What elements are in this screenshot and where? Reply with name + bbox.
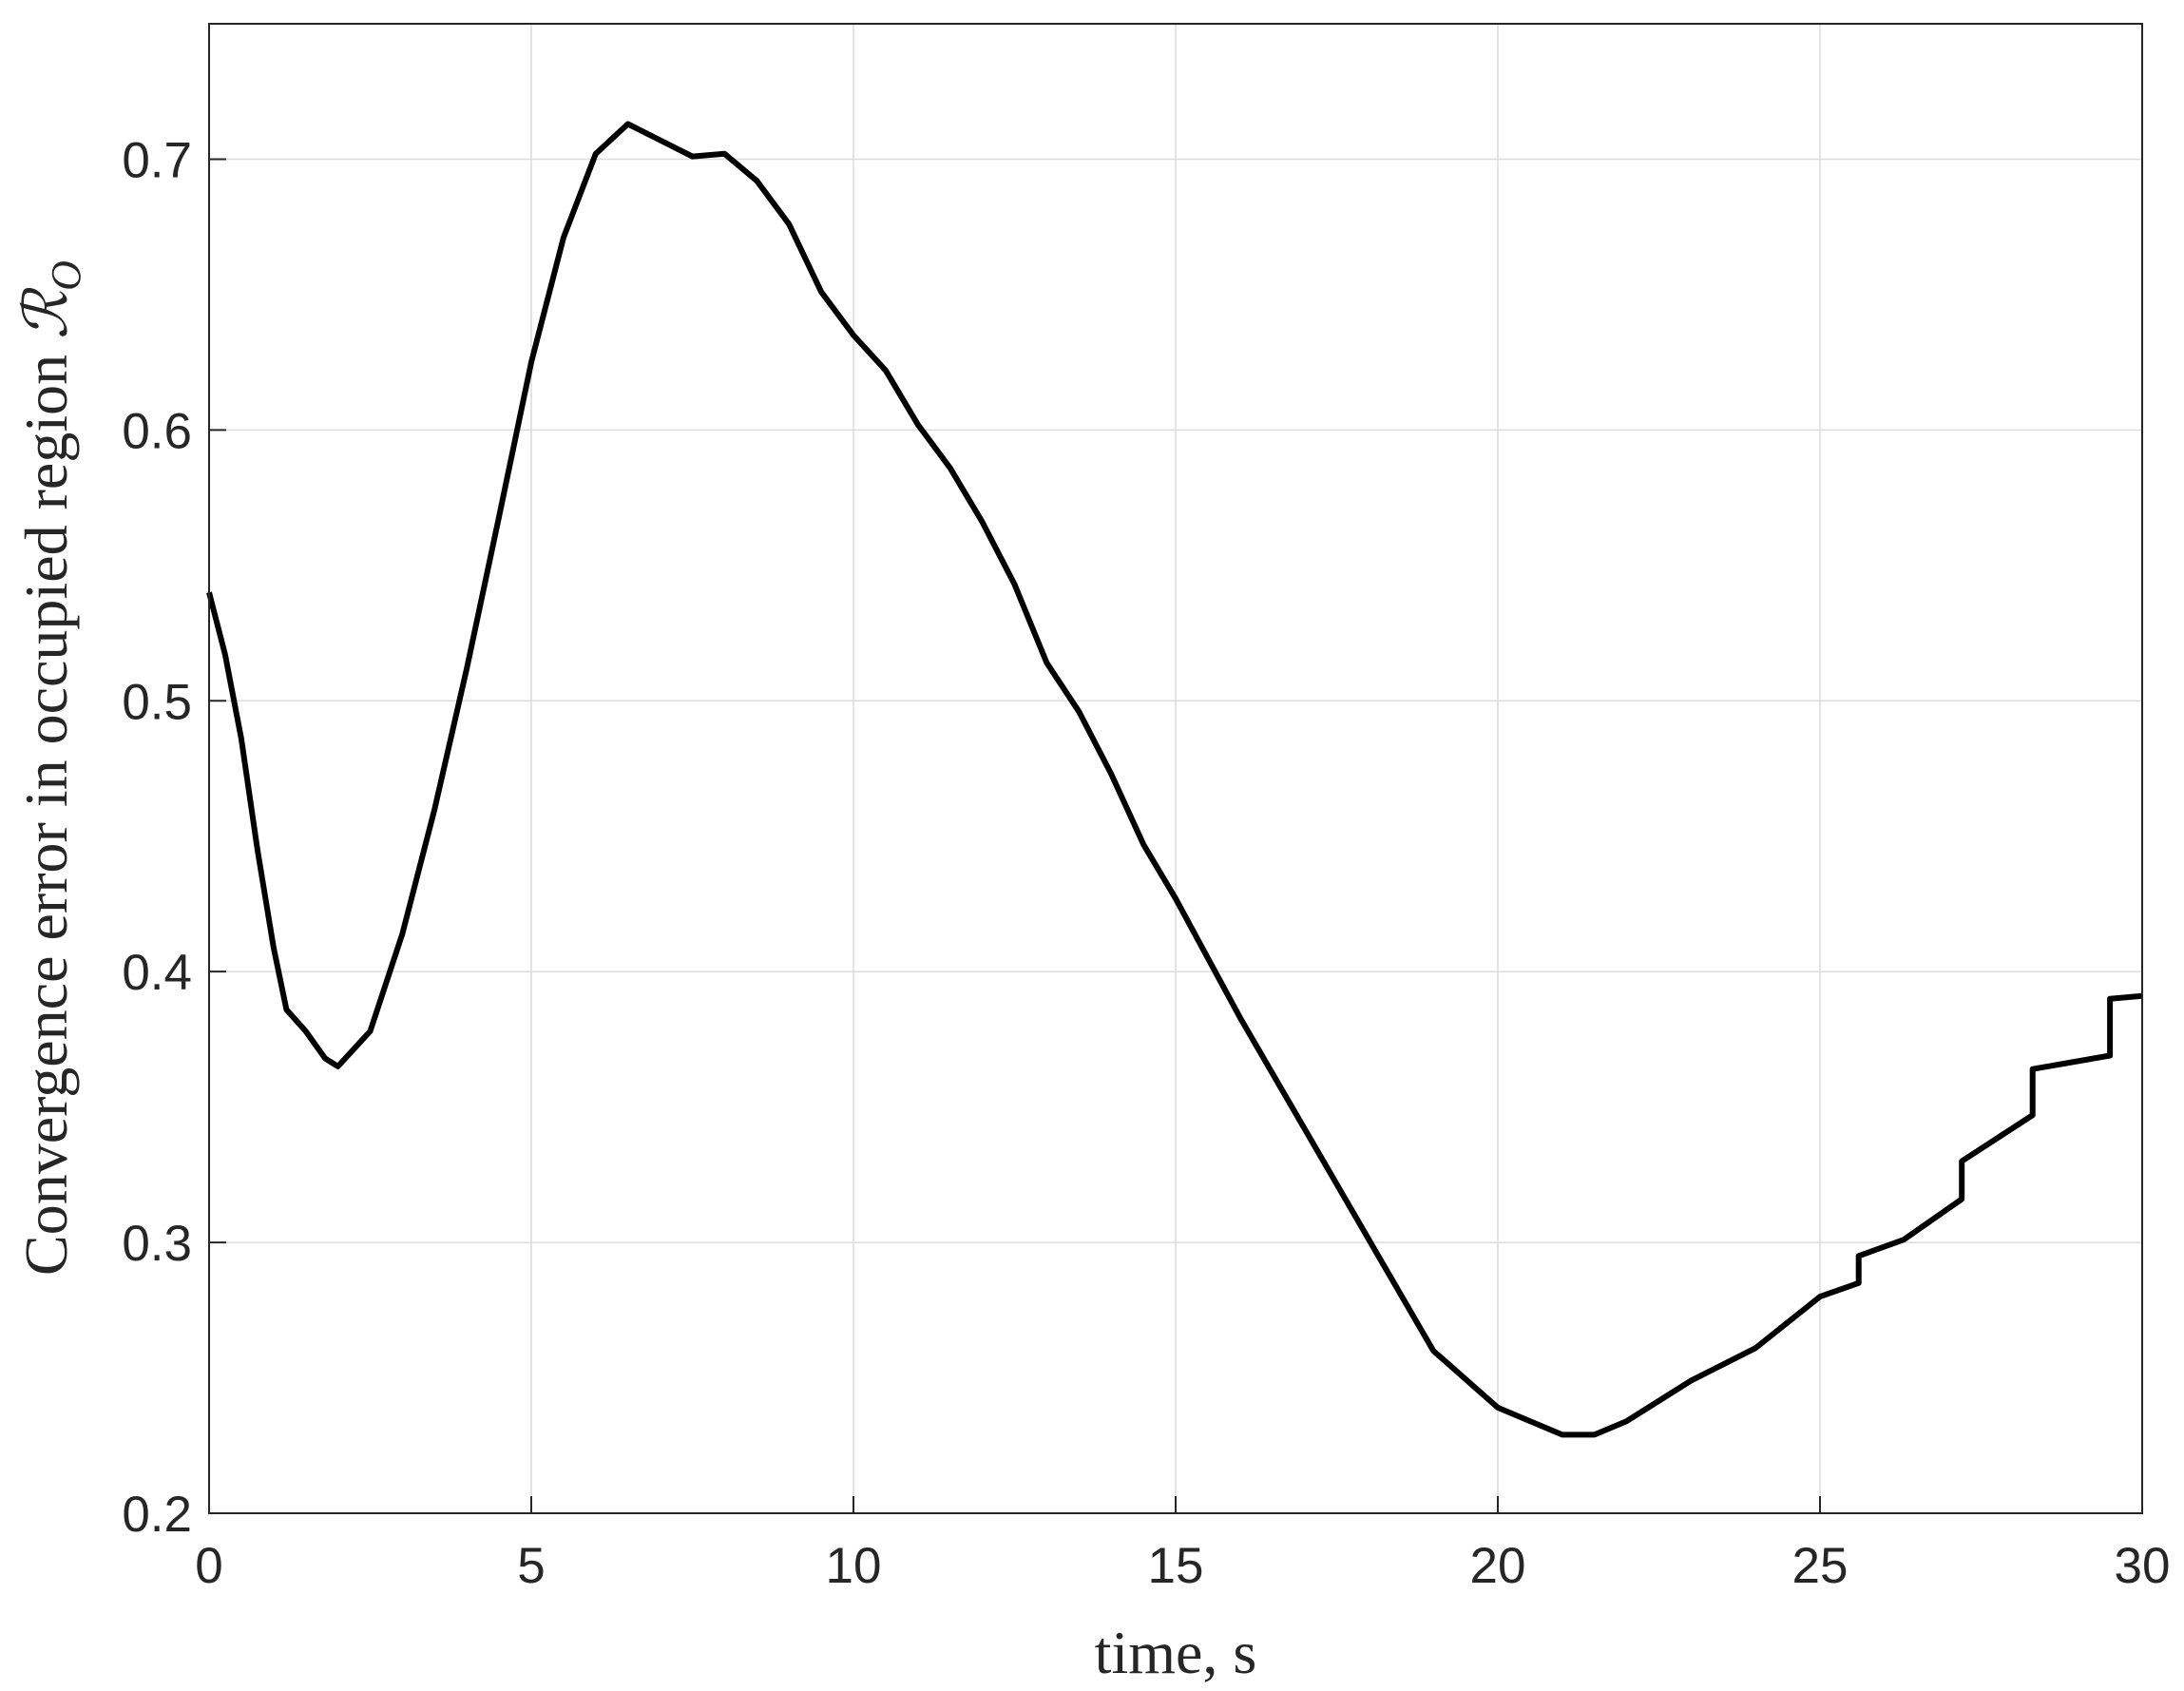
y-axis-label-symbol: ℛ (12, 287, 80, 339)
x-tick-label: 10 (826, 1538, 882, 1594)
x-tick-label: 30 (2115, 1538, 2171, 1594)
x-tick-label: 25 (1792, 1538, 1849, 1594)
y-tick-label: 0.2 (122, 1487, 192, 1543)
y-tick-label: 0.7 (122, 132, 192, 188)
plot (206, 121, 2143, 1438)
y-tick-label: 0.6 (122, 403, 192, 459)
x-axis-label: time, s (1095, 1619, 1257, 1686)
y-axis-label-subscript: O (43, 260, 89, 291)
y-tick-label: 0.4 (122, 945, 192, 1001)
y-tick-label: 0.3 (122, 1216, 192, 1272)
x-tick-label: 20 (1470, 1538, 1526, 1594)
axes-box (208, 23, 2143, 1514)
x-tick-label: 5 (517, 1538, 545, 1594)
y-axis-label-text: Convergence error in occupied region (12, 339, 80, 1276)
x-tick-label: 15 (1148, 1538, 1204, 1594)
data-line (206, 121, 2143, 1438)
y-axis-label: Convergence error in occupied region ℛO (12, 260, 89, 1276)
labels: 0 5 10 15 20 25 30 0.2 0.3 0.4 0.5 0.6 0.7 (122, 132, 2170, 1594)
x-tick-label: 0 (195, 1538, 222, 1594)
y-tick-label: 0.5 (122, 674, 192, 730)
